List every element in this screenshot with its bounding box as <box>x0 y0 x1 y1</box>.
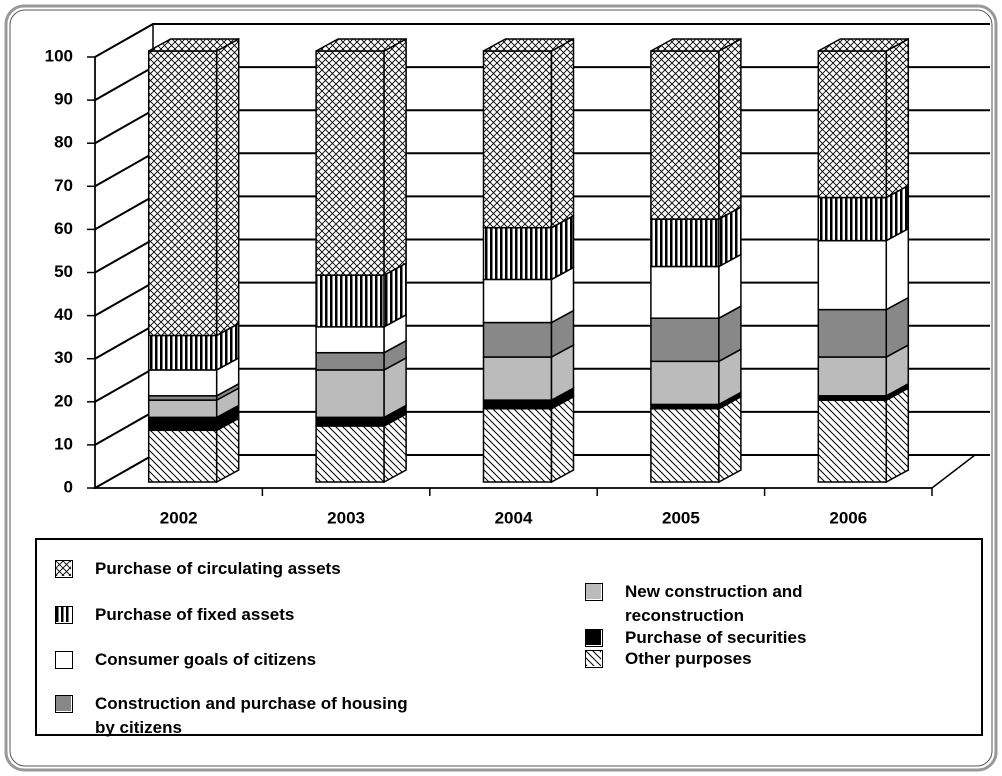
legend-item: Construction and purchase of housing by … <box>55 692 425 740</box>
y-tick-label: 40 <box>54 305 73 324</box>
bar-front <box>147 334 218 371</box>
bar-front <box>315 425 385 483</box>
bar-side <box>718 395 742 484</box>
legend-swatch <box>585 583 603 601</box>
frame-inner <box>9 9 993 767</box>
bar-front <box>817 308 888 358</box>
y-tick-label: 10 <box>54 434 73 453</box>
x-tick-label: 2003 <box>327 508 365 527</box>
bar-front <box>650 360 720 406</box>
bar-front <box>482 356 553 401</box>
legend-label: New construction and reconstruction <box>625 582 803 625</box>
bar-front <box>482 278 553 324</box>
bar-front <box>650 317 720 363</box>
bar-top <box>315 38 407 52</box>
legend-swatch <box>585 650 603 668</box>
x-tick-label: 2002 <box>160 508 198 527</box>
bar-front <box>650 218 720 268</box>
bar-front <box>315 369 385 419</box>
legend-item: Purchase of fixed assets <box>55 603 425 627</box>
legend-label: Construction and purchase of housing by … <box>95 694 408 737</box>
bar-side <box>885 37 910 199</box>
bar-front <box>147 50 218 337</box>
bar-front <box>315 50 385 276</box>
bar-top <box>483 38 574 52</box>
bar-front <box>817 399 888 483</box>
y-tick-label: 60 <box>54 219 73 238</box>
bar-top <box>148 38 240 52</box>
bar-front <box>817 356 888 397</box>
bar-side <box>215 37 240 337</box>
bar-front <box>650 407 720 483</box>
bar-front <box>315 416 385 427</box>
bar-side <box>550 395 575 484</box>
y-tick-label: 30 <box>54 348 73 367</box>
bar-front <box>147 399 218 419</box>
bar-front <box>817 239 888 311</box>
x-tick-label: 2004 <box>495 508 533 527</box>
bar-top <box>650 38 742 52</box>
y-tick-label: 70 <box>54 176 73 195</box>
bar-front <box>482 321 553 358</box>
legend-label: Purchase of fixed assets <box>95 605 295 624</box>
bar-front <box>650 50 720 220</box>
y-tick-label: 50 <box>54 262 73 281</box>
bar-side <box>383 37 407 277</box>
bar-front <box>482 226 553 281</box>
bar-front <box>482 407 553 483</box>
legend-label: Other purposes <box>625 649 752 668</box>
bar-front <box>315 351 385 371</box>
legend-item: Other purposes <box>585 647 885 671</box>
legend-item: Purchase of securities <box>585 626 885 650</box>
legend-swatch <box>585 629 603 647</box>
bar-side <box>550 37 575 229</box>
bar-front <box>482 50 553 229</box>
y-tick-label: 90 <box>54 90 73 109</box>
x-tick-label: 2006 <box>829 508 867 527</box>
legend-swatch <box>55 560 73 578</box>
bar-side <box>885 227 910 311</box>
bar-front <box>817 196 888 242</box>
legend-label: Purchase of securities <box>625 628 807 647</box>
legend-label: Consumer goals of citizens <box>95 650 317 669</box>
legend-swatch <box>55 651 73 669</box>
bar-top <box>817 38 909 52</box>
grid-line <box>94 23 990 58</box>
y-tick-label: 20 <box>54 391 73 410</box>
bar-side <box>885 386 910 484</box>
bar-front <box>315 326 385 354</box>
legend-item: New construction and reconstruction <box>585 580 885 628</box>
bar-front <box>650 265 720 319</box>
bar-front <box>482 399 553 410</box>
legend: Other purposes Purchase of securities New … <box>35 538 983 737</box>
bar-front <box>817 50 888 199</box>
y-tick-label: 80 <box>54 133 73 152</box>
legend-swatch <box>55 606 73 624</box>
y-tick-label: 100 <box>45 46 73 65</box>
bar-side <box>718 37 742 221</box>
legend-item: Consumer goals of citizens <box>55 648 425 672</box>
bar-front <box>147 369 218 397</box>
legend-label: Purchase of circulating assets <box>95 559 341 578</box>
bar-front <box>147 429 218 483</box>
y-tick-label: 0 <box>64 477 73 496</box>
legend-swatch <box>55 695 73 713</box>
bar-front <box>315 274 385 328</box>
x-tick-label: 2005 <box>662 508 700 527</box>
bar-front <box>147 416 218 432</box>
legend-item: Purchase of circulating assets <box>55 557 425 581</box>
